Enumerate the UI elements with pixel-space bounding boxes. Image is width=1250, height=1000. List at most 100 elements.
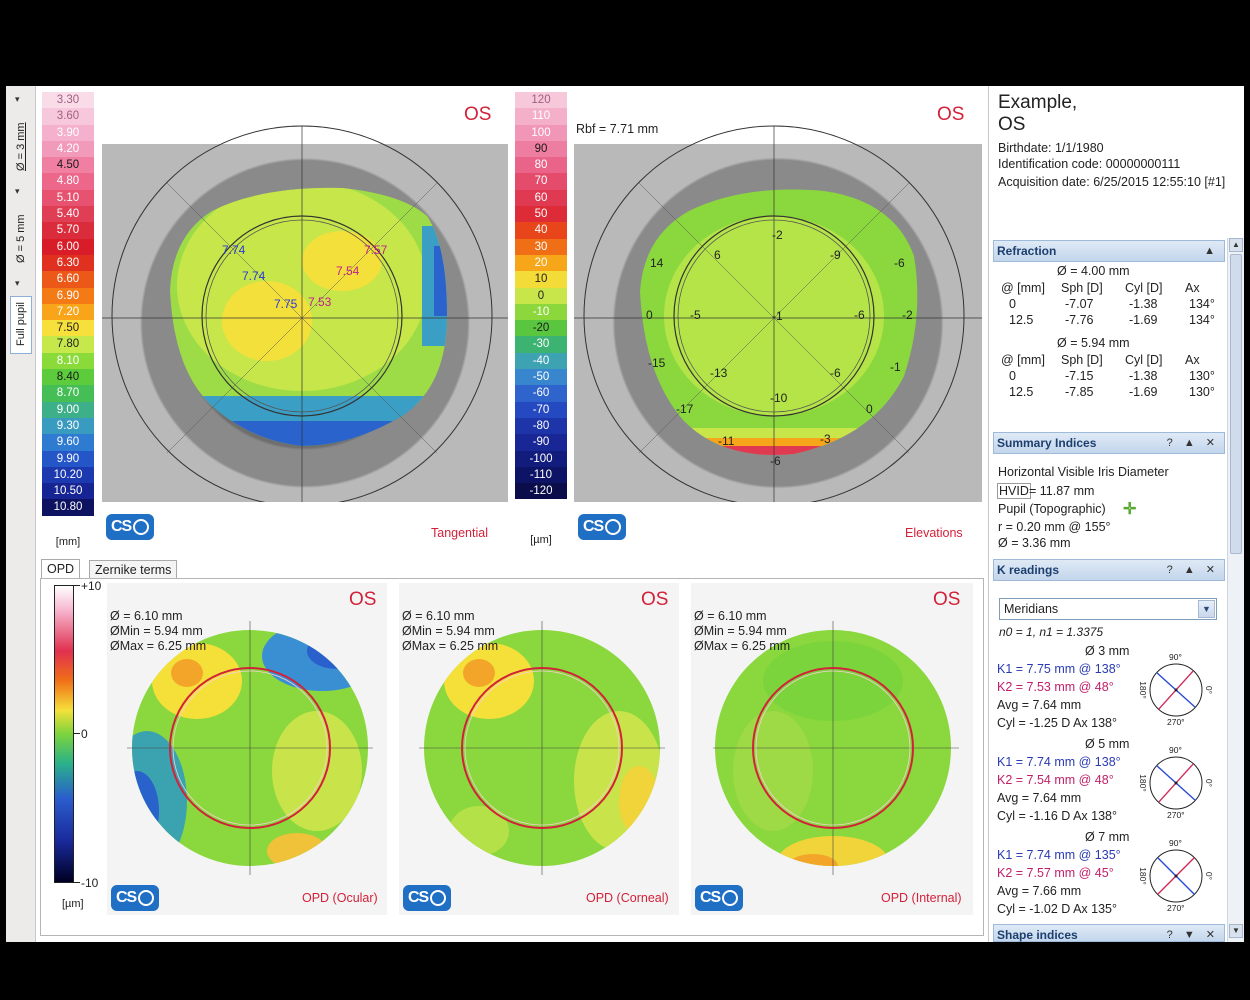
scale-swatch: 40 (515, 222, 567, 239)
dial-degree-label: 0° (1204, 685, 1215, 695)
scale-swatch: -120 (515, 483, 567, 500)
opd-min-diameter: ØMin = 5.94 mm (402, 624, 495, 638)
cso-logo: CS (106, 514, 154, 540)
application-window: ▾ Ø = 3 mm ▾ Ø = 5 mm ▾ Full pupil 3.30 3… (6, 86, 1244, 942)
elevations-map-label: Elevations (905, 526, 963, 540)
refraction-cell: -7.15 (1065, 369, 1094, 383)
diameter-5mm-option[interactable]: Ø = 5 mm (15, 214, 27, 263)
scale-swatch: 4.80 (42, 173, 94, 190)
refraction-column-header: Ax (1185, 281, 1200, 295)
opd-color-scale (54, 585, 74, 883)
full-pupil-tab[interactable] (10, 296, 32, 354)
k-readings-header[interactable]: K readings? ▲ ✕ (993, 559, 1225, 581)
curvature-label: 7.57 (364, 243, 388, 257)
opd-map-label: OPD (Corneal) (586, 891, 669, 905)
refraction-cell: 130° (1189, 369, 1215, 383)
dropdown-arrow-icon[interactable]: ▾ (15, 94, 20, 104)
opd-view: +10 0 -10 [µm] (40, 578, 984, 936)
scale-swatch: 6.00 (42, 238, 94, 255)
dial-degree-label: 90° (1169, 838, 1182, 848)
opd-ocular-panel[interactable]: Ø = 6.10 mm ØMin = 5.94 mm ØMax = 6.25 m… (107, 583, 387, 915)
dropdown-arrow-icon[interactable]: ▾ (15, 278, 20, 288)
opd-corneal-map (419, 621, 665, 875)
dial-degree-label: 270° (1167, 810, 1185, 820)
dial-degree-label: 0° (1204, 871, 1215, 881)
scale-swatch: 9.00 (42, 401, 94, 418)
refraction-cell: -7.76 (1065, 313, 1094, 327)
dial-center (1174, 688, 1178, 692)
scale-swatch: 8.70 (42, 385, 94, 402)
dropdown-arrow-icon[interactable]: ▾ (15, 186, 20, 196)
dial-degree-label: 180° (1137, 867, 1148, 885)
panel-controls-icon[interactable]: ? ▼ ✕ (1166, 929, 1219, 941)
tab-zernike-terms[interactable]: Zernike terms (89, 560, 178, 580)
scale-swatch: 10 (515, 271, 567, 288)
elevation-label: -3 (820, 432, 831, 446)
chevron-down-icon[interactable]: ▼ (1198, 600, 1215, 618)
refraction-column-header: @ [mm] (1001, 353, 1045, 367)
rbf-value: Rbf = 7.71 mm (576, 122, 659, 136)
opd-internal-panel[interactable]: Ø = 6.10 mm ØMin = 5.94 mm ØMax = 6.25 m… (691, 583, 973, 915)
scale-swatch: 30 (515, 238, 567, 255)
opd-diameter: Ø = 6.10 mm (402, 609, 475, 623)
elevation-label: -6 (770, 454, 781, 468)
dial-degree-label: 90° (1169, 745, 1182, 755)
refraction-cell: 134° (1189, 297, 1215, 311)
elevation-label: -6 (894, 256, 905, 270)
elevation-label: -6 (830, 366, 841, 380)
curvature-color-scale: 3.30 3.60 3.90 4.20 4.50 4.80 5.10 5.40 5.70 6.00… (42, 92, 94, 516)
refraction-cell: 0 (1009, 369, 1016, 383)
hvid-title: Horizontal Visible Iris Diameter (998, 465, 1169, 479)
elevations-map[interactable]: -2 6 -9 -6 14 0 -5 -1 -6 -2 -15 -13 -6 -1 -10 -17 0 -11 -3… (574, 116, 982, 502)
tangential-color-map (102, 125, 508, 502)
k2-value: K2 = 7.57 mm @ 45° (997, 866, 1114, 880)
refraction-cell: 0 (1009, 297, 1016, 311)
scale-swatch: -90 (515, 434, 567, 451)
scale-swatch: 5.70 (42, 222, 94, 239)
scale-swatch: -20 (515, 320, 567, 337)
k-readings-mode-select[interactable]: Meridians ▼ (999, 598, 1217, 620)
curvature-label: 7.74 (222, 243, 246, 257)
acquisition-date: Acquisition date: 6/25/2015 12:55:10 [#1… (998, 175, 1226, 189)
scale-swatch: -30 (515, 336, 567, 353)
refraction-diameter: Ø = 5.94 mm (1057, 336, 1130, 350)
scroll-thumb[interactable] (1230, 254, 1242, 554)
elevation-label: 14 (650, 256, 664, 270)
elevation-label: -2 (772, 228, 783, 242)
diameter-3mm-option[interactable]: Ø = 3 mm (15, 122, 27, 171)
cso-logo: CS (695, 885, 743, 911)
refraction-header[interactable]: Refraction ▲ (993, 240, 1225, 262)
scale-swatch: 7.50 (42, 320, 94, 337)
collapse-icon[interactable]: ▲ (1204, 245, 1219, 257)
scale-swatch: 9.30 (42, 417, 94, 435)
scroll-up-icon[interactable]: ▲ (1229, 238, 1243, 252)
scale-swatch: -100 (515, 450, 567, 467)
tab-opd[interactable]: OPD (41, 559, 81, 579)
panel-controls-icon[interactable]: ? ▲ ✕ (1166, 437, 1219, 449)
shape-indices-header[interactable]: Shape indices? ▼ ✕ (993, 924, 1225, 942)
scale-swatch: 7.20 (42, 303, 94, 321)
scale-swatch: 9.90 (42, 450, 94, 467)
pupil-center-icon: ✛ (1123, 501, 1137, 518)
refraction-column-header: Sph [D] (1061, 281, 1103, 295)
tangential-map[interactable]: 7.74 7.57 7.74 7.54 7.75 7.53 (102, 116, 508, 502)
refraction-cell: -1.69 (1129, 385, 1158, 399)
scale-swatch: 6.90 (42, 287, 94, 304)
k-zone-diameter: Ø 3 mm (1085, 644, 1130, 658)
pupil-title: Pupil (Topographic) (998, 502, 1106, 516)
opd-corneal-panel[interactable]: Ø = 6.10 mm ØMin = 5.94 mm ØMax = 6.25 m… (399, 583, 679, 915)
scale-swatch: 6.30 (42, 254, 94, 272)
scale-swatch: 20 (515, 254, 567, 272)
pupil-diameter: Ø = 3.36 mm (998, 536, 1071, 550)
patient-birthdate: Birthdate: 1/1/1980 (998, 141, 1104, 155)
scale-swatch: 110 (515, 108, 567, 125)
curvature-label: 7.54 (336, 264, 360, 278)
panel-controls-icon[interactable]: ? ▲ ✕ (1166, 564, 1219, 576)
dial-degree-label: 180° (1137, 774, 1148, 792)
scroll-down-icon[interactable]: ▼ (1229, 924, 1243, 938)
info-panel-scrollbar[interactable]: ▲ ▼ (1227, 238, 1244, 942)
opd-scale-unit: [µm] (62, 898, 84, 910)
scale-swatch: 3.90 (42, 124, 94, 141)
summary-indices-header[interactable]: Summary Indices? ▲ ✕ (993, 432, 1225, 454)
k1-value: K1 = 7.74 mm @ 135° (997, 848, 1121, 862)
